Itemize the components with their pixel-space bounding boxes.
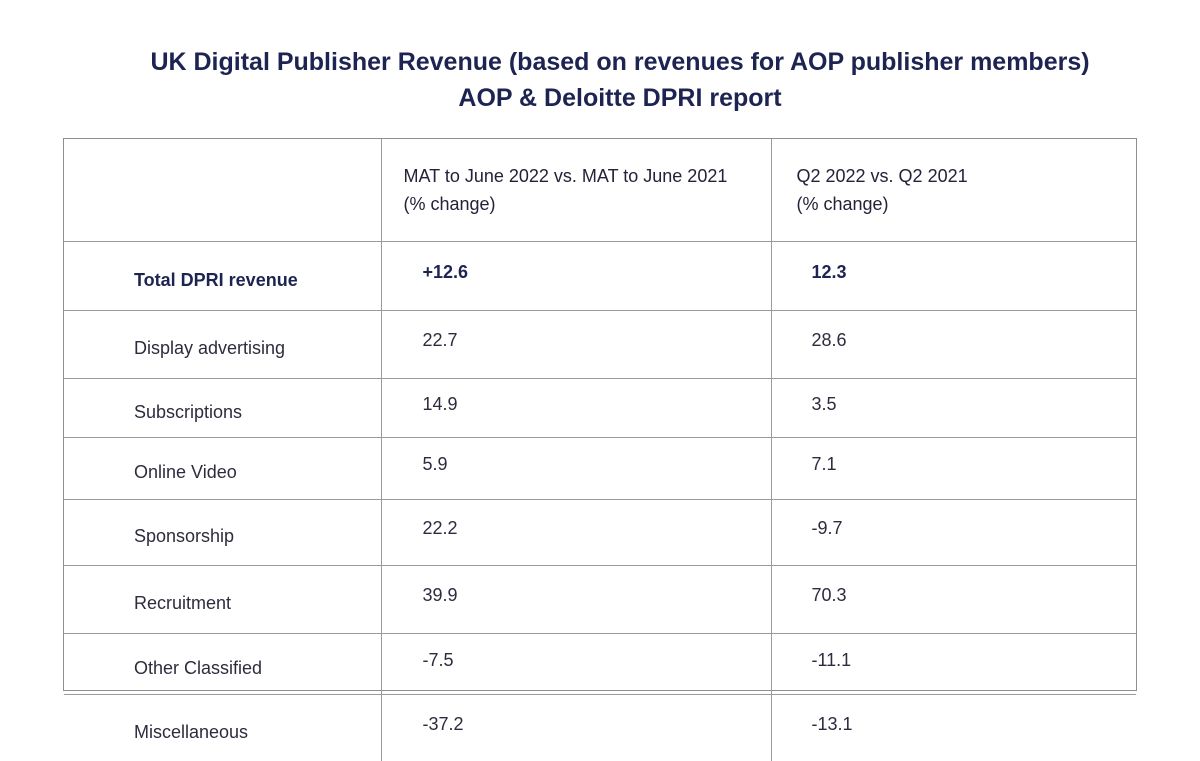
row-q2-value: 28.6 [771, 311, 1136, 379]
header-cell-empty [64, 139, 381, 242]
row-label: Miscellaneous [64, 695, 381, 761]
row-q2-value: 70.3 [771, 566, 1136, 634]
row-label: Online Video [64, 438, 381, 500]
header-q2-unit: (% change) [797, 194, 889, 214]
row-mat-value: 39.9 [381, 566, 771, 634]
row-label: Recruitment [64, 566, 381, 634]
row-mat-value: -7.5 [381, 634, 771, 695]
row-mat-value: 22.7 [381, 311, 771, 379]
row-label: Other Classified [64, 634, 381, 695]
table-header-row: MAT to June 2022 vs. MAT to June 2021 (%… [64, 139, 1136, 242]
header-mat-unit: (% change) [404, 194, 496, 214]
row-q2-value: 12.3 [771, 242, 1136, 311]
table-row-total: Total DPRI revenue +12.6 12.3 [64, 242, 1136, 311]
chart-title-block: UK Digital Publisher Revenue (based on r… [0, 44, 1200, 116]
row-q2-value: -11.1 [771, 634, 1136, 695]
header-q2-label: Q2 2022 vs. Q2 2021 [797, 166, 968, 186]
table-row: Sponsorship 22.2 -9.7 [64, 500, 1136, 566]
row-label: Sponsorship [64, 500, 381, 566]
revenue-table-container: MAT to June 2022 vs. MAT to June 2021 (%… [63, 138, 1137, 691]
table-row: Other Classified -7.5 -11.1 [64, 634, 1136, 695]
table-row: Recruitment 39.9 70.3 [64, 566, 1136, 634]
row-mat-value: 14.9 [381, 379, 771, 438]
row-label: Total DPRI revenue [64, 242, 381, 311]
row-label: Display advertising [64, 311, 381, 379]
header-cell-mat: MAT to June 2022 vs. MAT to June 2021 (%… [381, 139, 771, 242]
row-mat-value: -37.2 [381, 695, 771, 761]
row-mat-value: 22.2 [381, 500, 771, 566]
header-cell-q2: Q2 2022 vs. Q2 2021 (% change) [771, 139, 1136, 242]
row-q2-value: 3.5 [771, 379, 1136, 438]
row-mat-value: 5.9 [381, 438, 771, 500]
row-mat-value: +12.6 [381, 242, 771, 311]
table-row: Subscriptions 14.9 3.5 [64, 379, 1136, 438]
row-label: Subscriptions [64, 379, 381, 438]
chart-subtitle: AOP & Deloitte DPRI report [0, 80, 1200, 116]
chart-title: UK Digital Publisher Revenue (based on r… [0, 44, 1200, 80]
revenue-table: MAT to June 2022 vs. MAT to June 2021 (%… [64, 139, 1136, 761]
table-row: Miscellaneous -37.2 -13.1 [64, 695, 1136, 761]
header-mat-label: MAT to June 2022 vs. MAT to June 2021 [404, 166, 728, 186]
table-row: Display advertising 22.7 28.6 [64, 311, 1136, 379]
row-q2-value: -13.1 [771, 695, 1136, 761]
row-q2-value: 7.1 [771, 438, 1136, 500]
row-q2-value: -9.7 [771, 500, 1136, 566]
table-row: Online Video 5.9 7.1 [64, 438, 1136, 500]
